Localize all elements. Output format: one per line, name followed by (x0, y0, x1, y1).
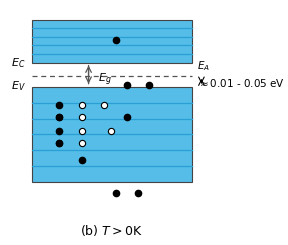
Text: $\approx$0.01 - 0.05 eV: $\approx$0.01 - 0.05 eV (197, 77, 285, 89)
Text: $E_V$: $E_V$ (11, 80, 25, 94)
Text: $E_C$: $E_C$ (11, 56, 25, 70)
Text: $E_A$: $E_A$ (197, 59, 210, 73)
Bar (32, 20, 192, 63)
Bar (32, 86, 192, 182)
Text: $E_g$: $E_g$ (98, 71, 111, 88)
Text: (b) $T > 0$K: (b) $T > 0$K (79, 223, 143, 238)
